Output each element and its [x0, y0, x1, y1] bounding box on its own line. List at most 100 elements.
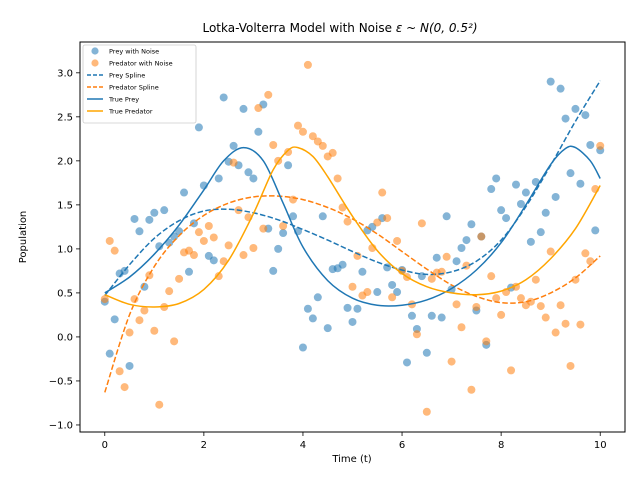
- point-predator-with-noise: [586, 257, 595, 266]
- legend-box: [82, 44, 197, 124]
- legend-item-predator-with-noise: Predator with Noise: [91, 59, 173, 67]
- point-prey-with-noise: [502, 214, 511, 223]
- point-predator-with-noise: [417, 219, 426, 228]
- point-prey-with-noise: [492, 174, 501, 183]
- plot-area: [79, 41, 626, 433]
- point-prey-with-noise: [140, 282, 149, 291]
- point-predator-with-noise: [393, 236, 402, 245]
- point-prey-with-noise: [546, 77, 555, 86]
- point-predator-with-noise: [155, 400, 164, 409]
- point-prey-with-noise: [145, 215, 154, 224]
- point-prey-with-noise: [353, 304, 362, 313]
- point-predator-with-noise: [125, 328, 134, 337]
- legend-label: Predator Spline: [109, 83, 159, 91]
- point-prey-with-noise: [244, 168, 253, 177]
- point-prey-with-noise: [180, 188, 189, 197]
- point-prey-with-noise: [313, 293, 322, 302]
- point-prey-with-noise: [289, 212, 298, 221]
- y-axis-label: Population: [18, 211, 29, 264]
- point-predator-with-noise: [294, 121, 302, 130]
- point-prey-with-noise: [338, 260, 347, 269]
- point-predator-with-noise: [150, 326, 159, 335]
- point-predator-with-noise: [135, 316, 144, 325]
- point-prey-with-noise: [343, 303, 352, 312]
- point-prey-with-noise: [249, 174, 258, 183]
- point-prey-with-noise: [521, 188, 530, 197]
- y-tick-label: 2.0: [57, 156, 73, 167]
- point-prey-with-noise: [571, 104, 580, 113]
- point-predator-with-noise: [338, 203, 347, 212]
- point-predator-with-noise: [199, 236, 208, 245]
- point-predator-with-noise: [452, 300, 461, 309]
- point-predator-with-noise: [526, 297, 535, 306]
- point-predator-with-noise: [214, 272, 223, 281]
- chart-title-math: ε ~ N(0, 0.5²): [396, 21, 478, 35]
- point-predator-with-noise: [442, 252, 451, 261]
- series-predator-spline: [104, 195, 601, 393]
- point-prey-with-noise: [407, 311, 416, 320]
- point-predator-with-noise: [175, 274, 184, 283]
- point-prey-with-noise: [358, 267, 367, 276]
- y-tick-label: 2.5: [57, 112, 73, 123]
- x-tick-label: 6: [399, 440, 405, 451]
- point-prey-with-noise: [497, 206, 506, 215]
- point-predator-with-noise: [363, 288, 372, 297]
- point-prey-with-noise: [135, 227, 144, 236]
- point-predator-with-noise: [546, 247, 555, 256]
- point-predator-with-noise: [328, 148, 337, 157]
- point-prey-with-noise: [254, 127, 263, 136]
- legend: Prey with Noise Predator with Noise Prey S…: [82, 44, 197, 124]
- point-predator-with-noise: [279, 221, 288, 230]
- point-prey-with-noise: [581, 111, 590, 120]
- point-predator-with-noise: [536, 302, 545, 311]
- point-predator-with-noise: [447, 357, 456, 366]
- point-prey-with-noise: [576, 179, 585, 188]
- y-tick-label: 3.0: [57, 68, 73, 79]
- point-prey-with-noise: [284, 161, 293, 170]
- point-predator-with-noise: [541, 313, 550, 322]
- point-prey-with-noise: [214, 174, 223, 183]
- point-predator-with-noise: [239, 251, 248, 260]
- chart-title-text: Lotka-Volterra Model with Noise: [202, 21, 392, 35]
- y-axis: −1.0 −0.5 0.0 0.5 1.0 1.5 2.0 2.5 3.0: [49, 68, 80, 431]
- point-prey-with-noise: [551, 192, 560, 201]
- x-axis-label: Time (t): [331, 454, 371, 465]
- series-layer: [100, 60, 605, 416]
- x-tick-label: 10: [594, 440, 607, 451]
- point-prey-with-noise: [526, 237, 535, 246]
- legend-item-true-predator: True Predator: [87, 107, 153, 115]
- point-predator-with-noise: [581, 249, 590, 258]
- point-prey-with-noise: [125, 361, 134, 370]
- series-true-prey: [104, 145, 601, 307]
- point-predator-with-noise: [383, 214, 392, 223]
- point-prey-with-noise: [269, 266, 278, 275]
- point-predator-with-noise: [269, 141, 278, 150]
- series-true-predator: [104, 146, 601, 308]
- point-predator-with-noise: [298, 127, 307, 136]
- legend-marker: [91, 59, 99, 67]
- point-predator-with-noise: [497, 310, 506, 319]
- point-prey-with-noise: [308, 314, 317, 323]
- point-predator-with-noise: [115, 367, 124, 376]
- point-prey-with-noise: [442, 212, 451, 221]
- point-prey-with-noise: [437, 313, 446, 322]
- legend-item-true-prey: True Prey: [87, 95, 139, 103]
- point-predator-with-noise: [333, 174, 342, 183]
- point-prey-with-noise: [274, 244, 283, 253]
- point-predator-with-noise: [224, 241, 233, 250]
- point-predator-with-noise: [566, 361, 575, 370]
- point-predator-with-noise: [492, 294, 501, 303]
- point-prey-with-noise: [541, 208, 550, 217]
- point-predator-with-noise: [308, 132, 317, 141]
- y-tick-label: −1.0: [49, 420, 73, 431]
- point-predator-with-noise: [170, 337, 179, 346]
- point-predator-with-noise: [264, 90, 273, 99]
- point-predator-with-noise: [249, 244, 258, 253]
- point-prey-with-noise: [303, 304, 312, 313]
- point-predator-with-noise: [373, 218, 382, 227]
- point-prey-with-noise: [160, 206, 169, 215]
- point-predator-with-noise: [457, 323, 466, 332]
- point-prey-with-noise: [512, 180, 520, 189]
- point-prey-with-noise: [536, 228, 545, 237]
- point-predator-with-noise: [412, 330, 421, 339]
